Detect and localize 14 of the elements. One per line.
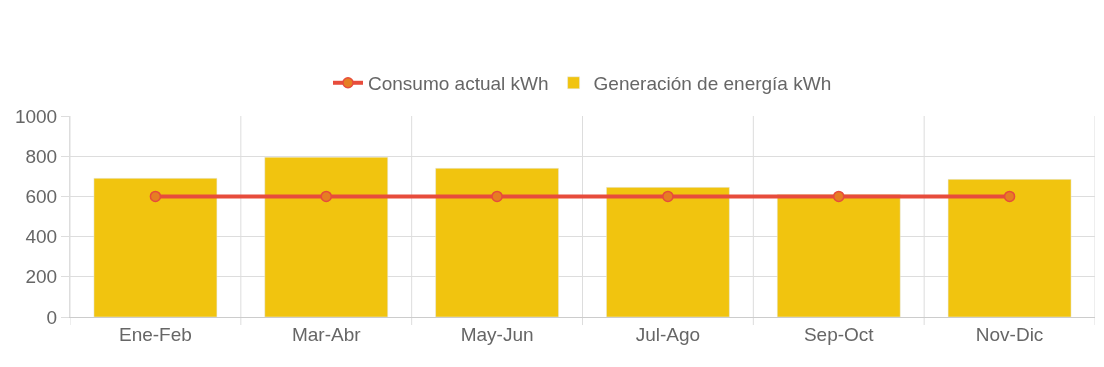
x-tick-label: Mar-Abr: [291, 323, 362, 345]
y-tick-label: 0: [46, 306, 58, 328]
x-tick-label: Jul-Ago: [635, 323, 701, 345]
y-tick-label: 400: [25, 226, 58, 248]
x-tick-label: Ene-Feb: [118, 323, 192, 345]
legend-label: Consumo actual kWh: [368, 73, 549, 95]
y-tick-label: 800: [25, 145, 58, 167]
y-tick-label: 1000: [14, 105, 58, 127]
x-tick-label: Nov-Dic: [975, 323, 1044, 345]
x-tick-label: Sep-Oct: [803, 323, 875, 345]
legend-label: Generación de energía kWh: [593, 73, 832, 95]
y-tick-label: 600: [25, 186, 58, 208]
y-tick-label: 200: [25, 266, 58, 288]
x-tick-label: May-Jun: [460, 323, 534, 345]
